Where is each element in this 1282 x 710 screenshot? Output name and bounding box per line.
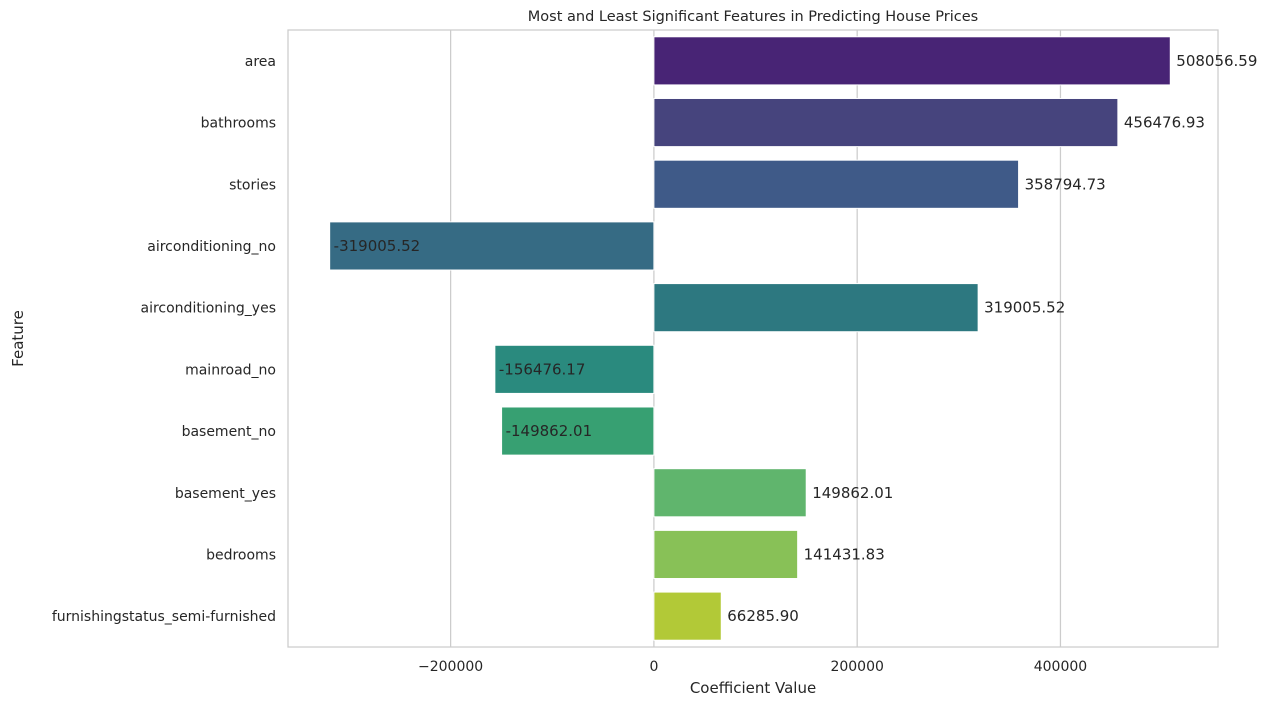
x-axis-label: Coefficient Value	[690, 679, 816, 697]
y-tick-label: basement_yes	[175, 486, 276, 502]
bar	[653, 36, 1171, 86]
bar	[653, 591, 722, 641]
data-label: -156476.17	[499, 360, 586, 378]
bar	[653, 283, 979, 333]
chart-title: Most and Least Significant Features in P…	[528, 9, 978, 25]
y-tick-label: area	[245, 54, 276, 70]
y-tick-label: bathrooms	[201, 116, 276, 132]
y-axis-label: Feature	[9, 310, 27, 367]
bar-layer	[329, 36, 1171, 641]
bar	[653, 97, 1119, 148]
y-tick-label: bedrooms	[206, 547, 276, 563]
bar	[653, 159, 1020, 209]
x-tick-label: 200000	[830, 659, 883, 675]
y-tick-label: stories	[229, 177, 276, 193]
data-label: 319005.52	[984, 299, 1065, 317]
data-label: 456476.93	[1124, 114, 1205, 132]
y-tick-label: mainroad_no	[185, 362, 276, 378]
x-tick-label: 400000	[1034, 659, 1087, 675]
data-label: 66285.90	[727, 607, 799, 625]
data-label: 508056.59	[1176, 52, 1257, 70]
x-tick-labels: −200000 0 200000 400000	[418, 659, 1087, 675]
y-tick-label: airconditioning_yes	[141, 301, 277, 317]
label-layer: 508056.59 456476.93 358794.73 -319005.52 319…	[334, 52, 1258, 625]
bar	[494, 344, 655, 394]
plot-frame	[287, 29, 1219, 648]
y-tick-label: furnishingstatus_semi-furnished	[52, 609, 276, 625]
data-label: -319005.52	[334, 237, 421, 255]
bar	[653, 529, 799, 580]
x-tick-label: −200000	[418, 659, 483, 675]
y-tick-label: airconditioning_no	[147, 239, 276, 255]
data-label: 141431.83	[804, 545, 885, 563]
data-label: 149862.01	[812, 484, 893, 502]
bar	[653, 468, 807, 518]
bar	[501, 406, 655, 456]
data-label: -149862.01	[506, 422, 593, 440]
bar	[329, 221, 655, 271]
y-tick-labels: area bathrooms stories airconditioning_noai…	[52, 54, 276, 625]
x-tick-label: 0	[649, 659, 658, 675]
data-label: 358794.73	[1025, 175, 1106, 193]
y-tick-label: basement_no	[182, 424, 276, 440]
